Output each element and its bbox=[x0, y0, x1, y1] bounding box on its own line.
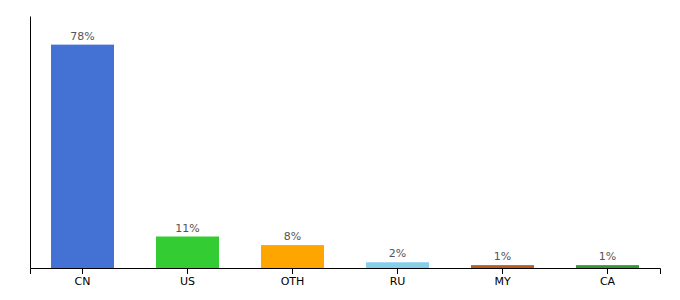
x-tick: CN bbox=[75, 268, 91, 288]
x-tick: CA bbox=[600, 268, 616, 288]
x-tick-label: CA bbox=[600, 275, 616, 288]
chart: CN US OTH RU MY CA 78% 11% 8% 2% 1% 1% bbox=[0, 0, 680, 300]
x-tick-label: CN bbox=[75, 275, 91, 288]
data-label: 78% bbox=[70, 30, 94, 43]
x-tick-label: MY bbox=[494, 275, 510, 288]
y-axis-line bbox=[30, 17, 31, 269]
x-tick: US bbox=[180, 268, 195, 288]
data-label: 8% bbox=[284, 230, 301, 243]
data-label: 2% bbox=[389, 247, 406, 260]
x-tick: MY bbox=[494, 268, 510, 288]
data-label: 11% bbox=[175, 222, 199, 235]
data-label: 1% bbox=[599, 250, 616, 263]
x-tick: RU bbox=[390, 268, 406, 288]
x-tick-mark bbox=[397, 268, 398, 274]
chart-container: CN US OTH RU MY CA 78% 11% 8% 2% 1% 1% bbox=[0, 0, 680, 300]
bar bbox=[576, 265, 639, 268]
x-tick-mark bbox=[607, 268, 608, 274]
bar bbox=[156, 237, 219, 269]
bar bbox=[261, 245, 324, 268]
plot: CN US OTH RU MY CA 78% 11% 8% 2% 1% 1% bbox=[31, 17, 661, 288]
x-tick-mark bbox=[292, 268, 293, 274]
data-labels: 78% 11% 8% 2% 1% 1% bbox=[70, 30, 616, 263]
x-tick-mark bbox=[187, 268, 188, 274]
x-axis: CN US OTH RU MY CA bbox=[31, 268, 661, 288]
x-tick-mark bbox=[502, 268, 503, 274]
x-tick-label: RU bbox=[390, 275, 406, 288]
data-label: 1% bbox=[494, 250, 511, 263]
x-tick-label: US bbox=[180, 275, 195, 288]
x-tick-label: OTH bbox=[281, 275, 305, 288]
x-tick-mark bbox=[82, 268, 83, 274]
x-axis-line bbox=[31, 269, 661, 275]
y-axis bbox=[30, 17, 31, 269]
bars bbox=[51, 45, 639, 268]
bar bbox=[51, 45, 114, 268]
bar bbox=[366, 262, 429, 268]
bar bbox=[471, 265, 534, 268]
x-tick: OTH bbox=[281, 268, 305, 288]
